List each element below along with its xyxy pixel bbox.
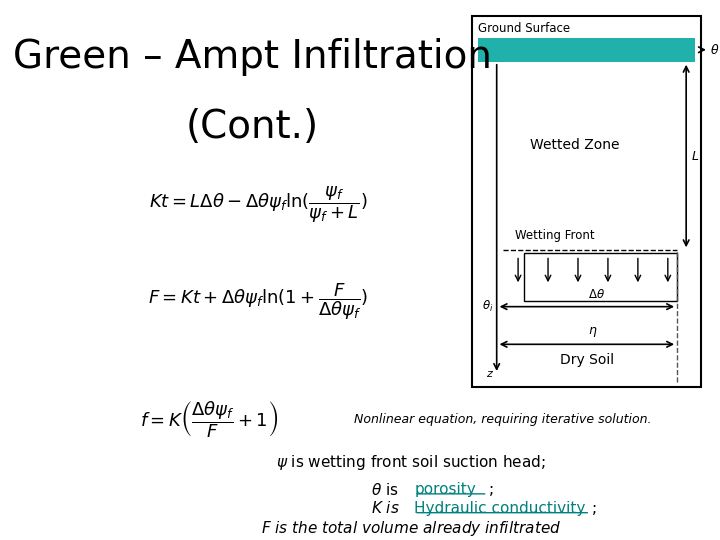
- Text: Hydraulic conductivity: Hydraulic conductivity: [414, 501, 585, 516]
- Text: $K$ is: $K$ is: [372, 501, 400, 516]
- Text: Ground Surface: Ground Surface: [478, 22, 570, 35]
- Text: Dry Soil: Dry Soil: [559, 354, 614, 367]
- Text: $z$: $z$: [485, 369, 494, 379]
- Text: $F = Kt + \Delta\theta\psi_f \ln(1 + \dfrac{F}{\Delta\theta\psi_f})$: $F = Kt + \Delta\theta\psi_f \ln(1 + \df…: [148, 281, 369, 322]
- Text: $\psi$ is wetting front soil suction head;: $\psi$ is wetting front soil suction hea…: [276, 453, 546, 472]
- Text: $Kt = L\Delta\theta - \Delta\theta\psi_f \ln(\dfrac{\psi_f}{\psi_f + L})$: $Kt = L\Delta\theta - \Delta\theta\psi_f…: [149, 184, 368, 225]
- Text: (Cont.): (Cont.): [186, 107, 319, 146]
- Text: $F$ is the total volume already infiltrated: $F$ is the total volume already infiltra…: [261, 519, 561, 538]
- Text: $\eta$: $\eta$: [588, 325, 598, 339]
- Text: ;: ;: [591, 501, 597, 516]
- Text: $\Delta\theta$: $\Delta\theta$: [588, 288, 605, 301]
- Text: Wetting Front: Wetting Front: [515, 229, 595, 242]
- Text: ;: ;: [489, 482, 494, 497]
- Text: porosity: porosity: [414, 482, 476, 497]
- Text: $f = K\left(\dfrac{\Delta\theta\psi_f}{F} + 1\right)$: $f = K\left(\dfrac{\Delta\theta\psi_f}{F…: [140, 399, 279, 440]
- Text: Green – Ampt Infiltration: Green – Ampt Infiltration: [13, 38, 492, 76]
- Text: Nonlinear equation, requiring iterative solution.: Nonlinear equation, requiring iterative …: [354, 413, 652, 426]
- Text: $\theta_i$: $\theta_i$: [482, 299, 494, 314]
- Text: Wetted Zone: Wetted Zone: [530, 138, 619, 152]
- Text: $\theta$: $\theta$: [710, 43, 719, 57]
- Text: $L$: $L$: [691, 150, 699, 163]
- FancyBboxPatch shape: [478, 38, 696, 62]
- Text: $\theta$ is: $\theta$ is: [372, 482, 400, 497]
- FancyBboxPatch shape: [472, 16, 701, 387]
